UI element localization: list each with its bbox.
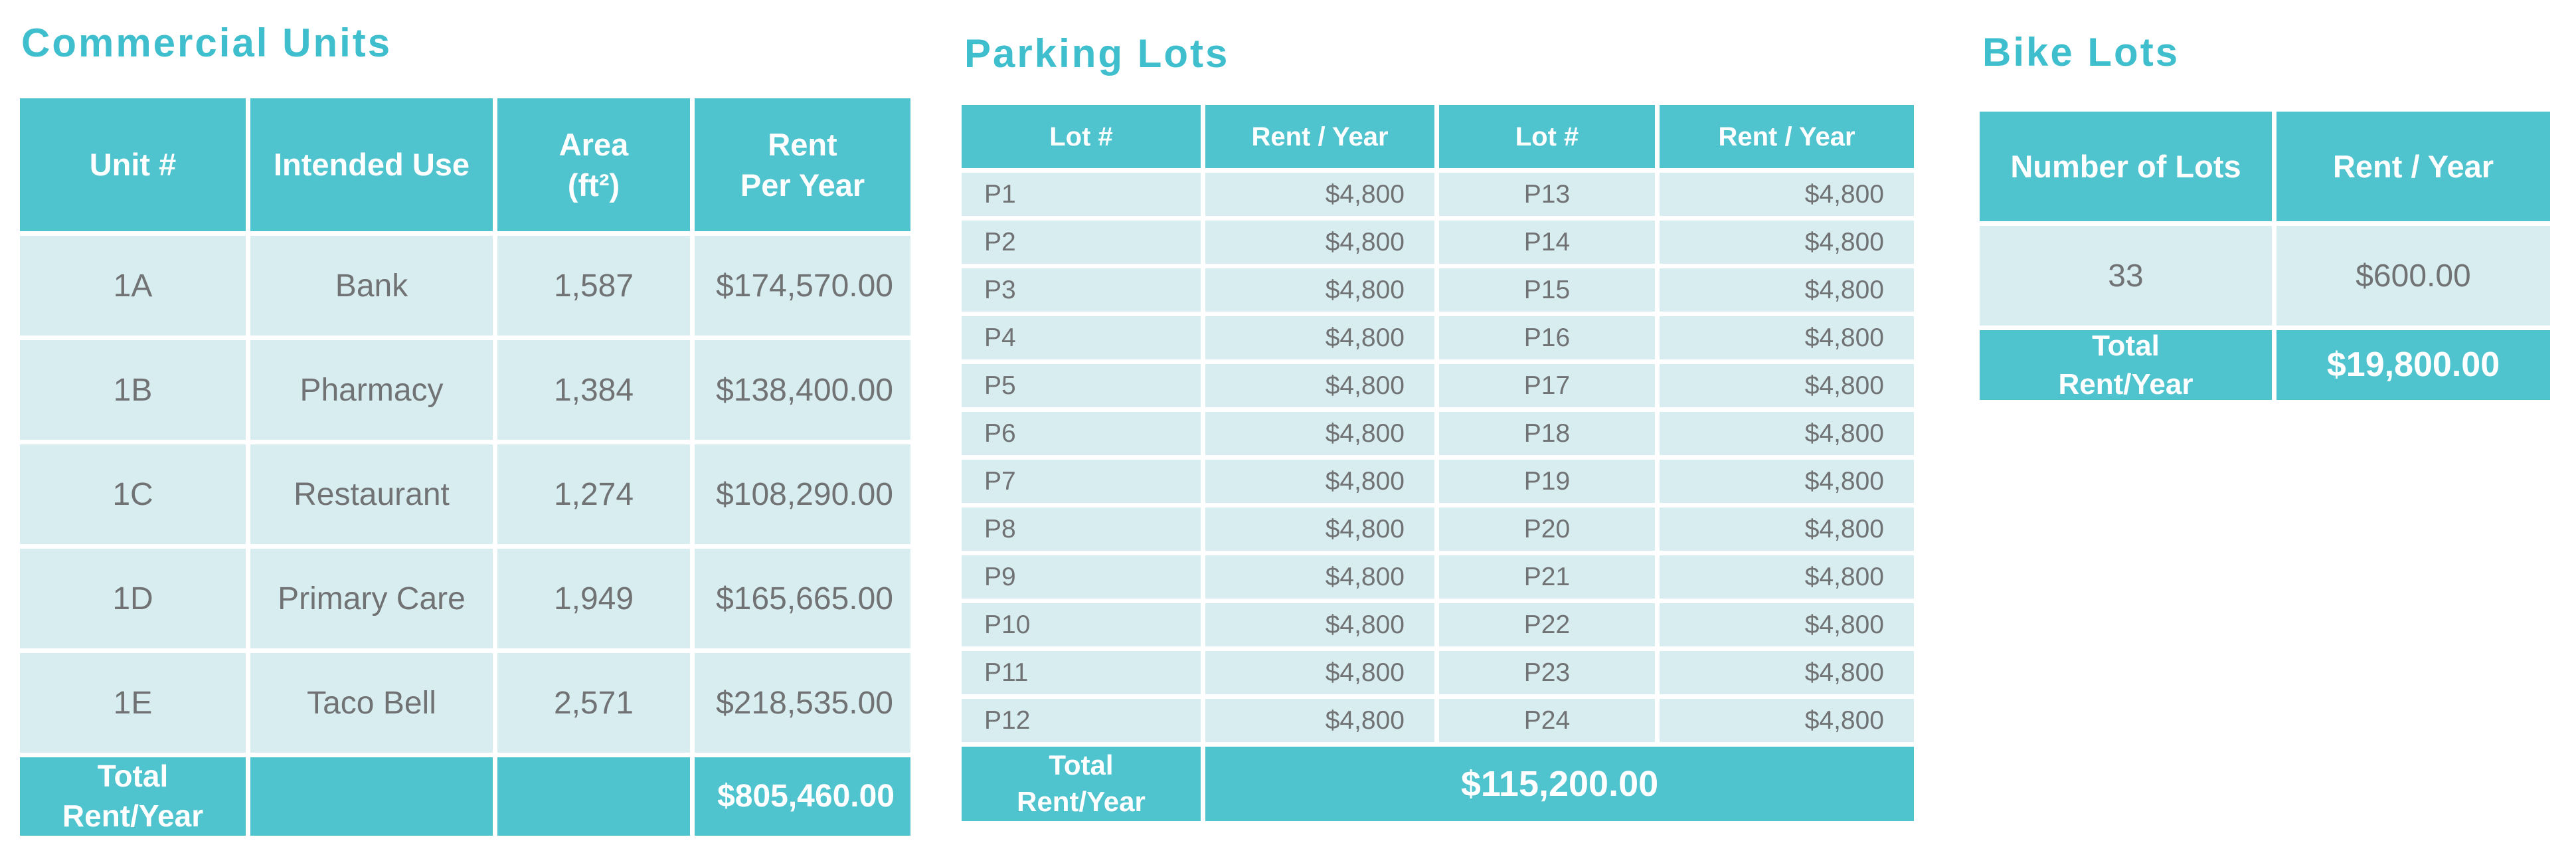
table-cell-rent: $4,800 (1660, 412, 1914, 455)
bike-lots-title: Bike Lots (1982, 30, 2180, 74)
table-cell-rent: $4,800 (1660, 316, 1914, 359)
table-cell-use: Restaurant (250, 444, 493, 544)
column-header-rent-b: Rent / Year (1660, 105, 1914, 168)
table-cell-lot: P12 (962, 699, 1201, 742)
table-cell-lot: P3 (962, 268, 1201, 312)
table-cell-lot: P23 (1439, 651, 1655, 694)
bike-lots-table: Number of Lots Rent / Year 33 $600.00 To… (1980, 112, 2550, 401)
table-cell-lot: P15 (1439, 268, 1655, 312)
table-cell-unit: 1E (20, 653, 246, 753)
table-cell-lot: P5 (962, 364, 1201, 407)
table-cell-rent: $600.00 (2276, 226, 2550, 326)
table-cell-rent: $4,800 (1205, 460, 1434, 503)
parking-lots-table: Lot # Rent / Year Lot # Rent / Year P1 $… (962, 105, 1914, 821)
table-cell-area: 1,384 (497, 340, 690, 440)
total-spacer-cell (250, 757, 493, 836)
commercial-units-title: Commercial Units (21, 21, 392, 65)
table-cell-count: 33 (1980, 226, 2272, 326)
table-cell-lot: P22 (1439, 603, 1655, 646)
total-label: Total Rent/Year (20, 757, 246, 836)
table-cell-rent: $4,800 (1205, 651, 1434, 694)
table-cell-area: 1,949 (497, 549, 690, 648)
table-cell-lot: P14 (1439, 221, 1655, 264)
table-cell-rent: $4,800 (1205, 268, 1434, 312)
table-cell-rent: $4,800 (1205, 603, 1434, 646)
table-cell-rent: $4,800 (1660, 364, 1914, 407)
table-cell-lot: P17 (1439, 364, 1655, 407)
table-cell-lot: P8 (962, 508, 1201, 551)
table-cell-rent: $4,800 (1205, 364, 1434, 407)
table-cell-unit: 1C (20, 444, 246, 544)
column-header-lot-b: Lot # (1439, 105, 1655, 168)
table-cell-area: 1,274 (497, 444, 690, 544)
table-cell-lot: P18 (1439, 412, 1655, 455)
table-cell-rent: $4,800 (1660, 699, 1914, 742)
table-cell-lot: P7 (962, 460, 1201, 503)
parking-lots-title: Parking Lots (964, 31, 1230, 76)
table-cell-use: Bank (250, 236, 493, 335)
table-cell-rent: $4,800 (1205, 173, 1434, 216)
table-cell-lot: P16 (1439, 316, 1655, 359)
column-header-rent-per-year: Rent Per Year (695, 98, 910, 231)
column-header-area: Area (ft²) (497, 98, 690, 231)
table-cell-rent: $4,800 (1205, 221, 1434, 264)
table-cell-rent: $174,570.00 (695, 236, 910, 335)
table-cell-rent: $218,535.00 (695, 653, 910, 753)
table-cell-use: Taco Bell (250, 653, 493, 753)
column-header-unit: Unit # (20, 98, 246, 231)
column-header-rent-a: Rent / Year (1205, 105, 1434, 168)
table-cell-lot: P6 (962, 412, 1201, 455)
total-value: $19,800.00 (2276, 330, 2550, 400)
table-cell-lot: P13 (1439, 173, 1655, 216)
total-value: $115,200.00 (1205, 747, 1914, 821)
total-label: Total Rent/Year (1980, 329, 2272, 401)
table-cell-lot: P1 (962, 173, 1201, 216)
table-cell-lot: P11 (962, 651, 1201, 694)
table-cell-rent: $4,800 (1205, 316, 1434, 359)
table-cell-lot: P20 (1439, 508, 1655, 551)
table-cell-rent: $4,800 (1660, 603, 1914, 646)
table-cell-rent: $4,800 (1205, 555, 1434, 599)
table-cell-rent: $4,800 (1205, 508, 1434, 551)
table-cell-rent: $108,290.00 (695, 444, 910, 544)
table-cell-rent: $4,800 (1660, 651, 1914, 694)
column-header-number-of-lots: Number of Lots (1980, 112, 2272, 221)
table-cell-lot: P4 (962, 316, 1201, 359)
table-cell-rent: $4,800 (1660, 508, 1914, 551)
table-cell-rent: $4,800 (1205, 412, 1434, 455)
table-cell-unit: 1B (20, 340, 246, 440)
table-cell-rent: $4,800 (1660, 173, 1914, 216)
table-cell-area: 2,571 (497, 653, 690, 753)
total-label: Total Rent/Year (962, 747, 1201, 821)
commercial-units-table: Unit # Intended Use Area (ft²) Rent Per … (20, 98, 910, 836)
table-cell-rent: $4,800 (1660, 268, 1914, 312)
table-cell-rent: $4,800 (1660, 221, 1914, 264)
table-cell-rent: $4,800 (1660, 555, 1914, 599)
table-cell-lot: P2 (962, 221, 1201, 264)
total-value: $805,460.00 (695, 757, 910, 836)
table-cell-use: Primary Care (250, 549, 493, 648)
table-cell-unit: 1D (20, 549, 246, 648)
column-header-lot-a: Lot # (962, 105, 1201, 168)
table-cell-lot: P21 (1439, 555, 1655, 599)
table-cell-rent: $4,800 (1205, 699, 1434, 742)
table-cell-area: 1,587 (497, 236, 690, 335)
table-cell-lot: P19 (1439, 460, 1655, 503)
table-cell-unit: 1A (20, 236, 246, 335)
table-cell-use: Pharmacy (250, 340, 493, 440)
table-cell-lot: P24 (1439, 699, 1655, 742)
table-cell-rent: $4,800 (1660, 460, 1914, 503)
column-header-intended-use: Intended Use (250, 98, 493, 231)
table-cell-lot: P10 (962, 603, 1201, 646)
table-cell-rent: $138,400.00 (695, 340, 910, 440)
table-cell-lot: P9 (962, 555, 1201, 599)
table-cell-rent: $165,665.00 (695, 549, 910, 648)
column-header-rent-per-year: Rent / Year (2276, 112, 2550, 221)
total-spacer-cell (497, 757, 690, 836)
